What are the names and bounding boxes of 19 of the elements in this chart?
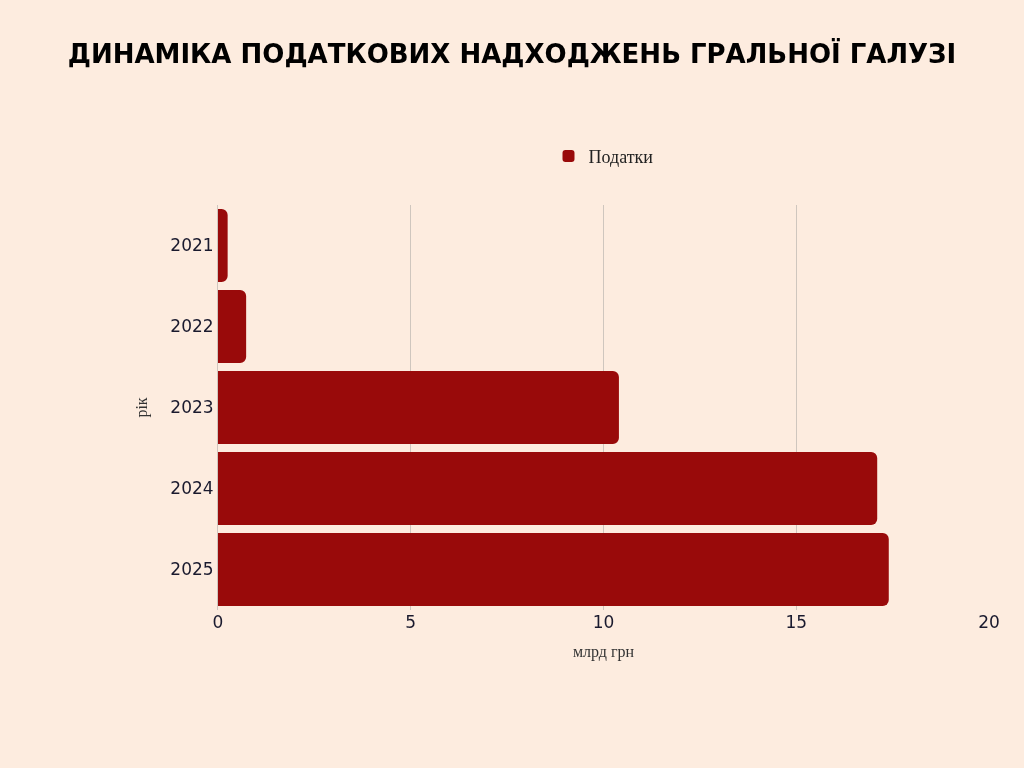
bar <box>218 209 228 282</box>
y-tick-label: 2021 <box>170 235 214 256</box>
x-tick-label: 10 <box>592 612 615 632</box>
legend-label: Податки <box>588 147 654 168</box>
x-tick-label: 0 <box>212 612 224 632</box>
bar <box>218 371 619 444</box>
y-tick-label: 2023 <box>170 397 214 418</box>
x-tick-label: 15 <box>785 612 808 632</box>
y-tick-label: 2025 <box>170 559 214 580</box>
bar <box>218 452 878 525</box>
bar <box>218 533 889 606</box>
y-tick-label: 2024 <box>170 478 214 499</box>
bar <box>218 290 247 363</box>
y-axis-title: рік <box>133 397 152 418</box>
x-tick-label: 20 <box>978 612 1000 632</box>
x-axis-title: млрд грн <box>572 642 635 661</box>
chart-title: ДИНАМІКА ПОДАТКОВИХ НАДХОДЖЕНЬ ГРАЛЬНОЇ ГАЛУЗІ <box>67 37 957 69</box>
y-tick-label: 2022 <box>170 316 214 337</box>
x-tick-label: 5 <box>405 612 417 632</box>
